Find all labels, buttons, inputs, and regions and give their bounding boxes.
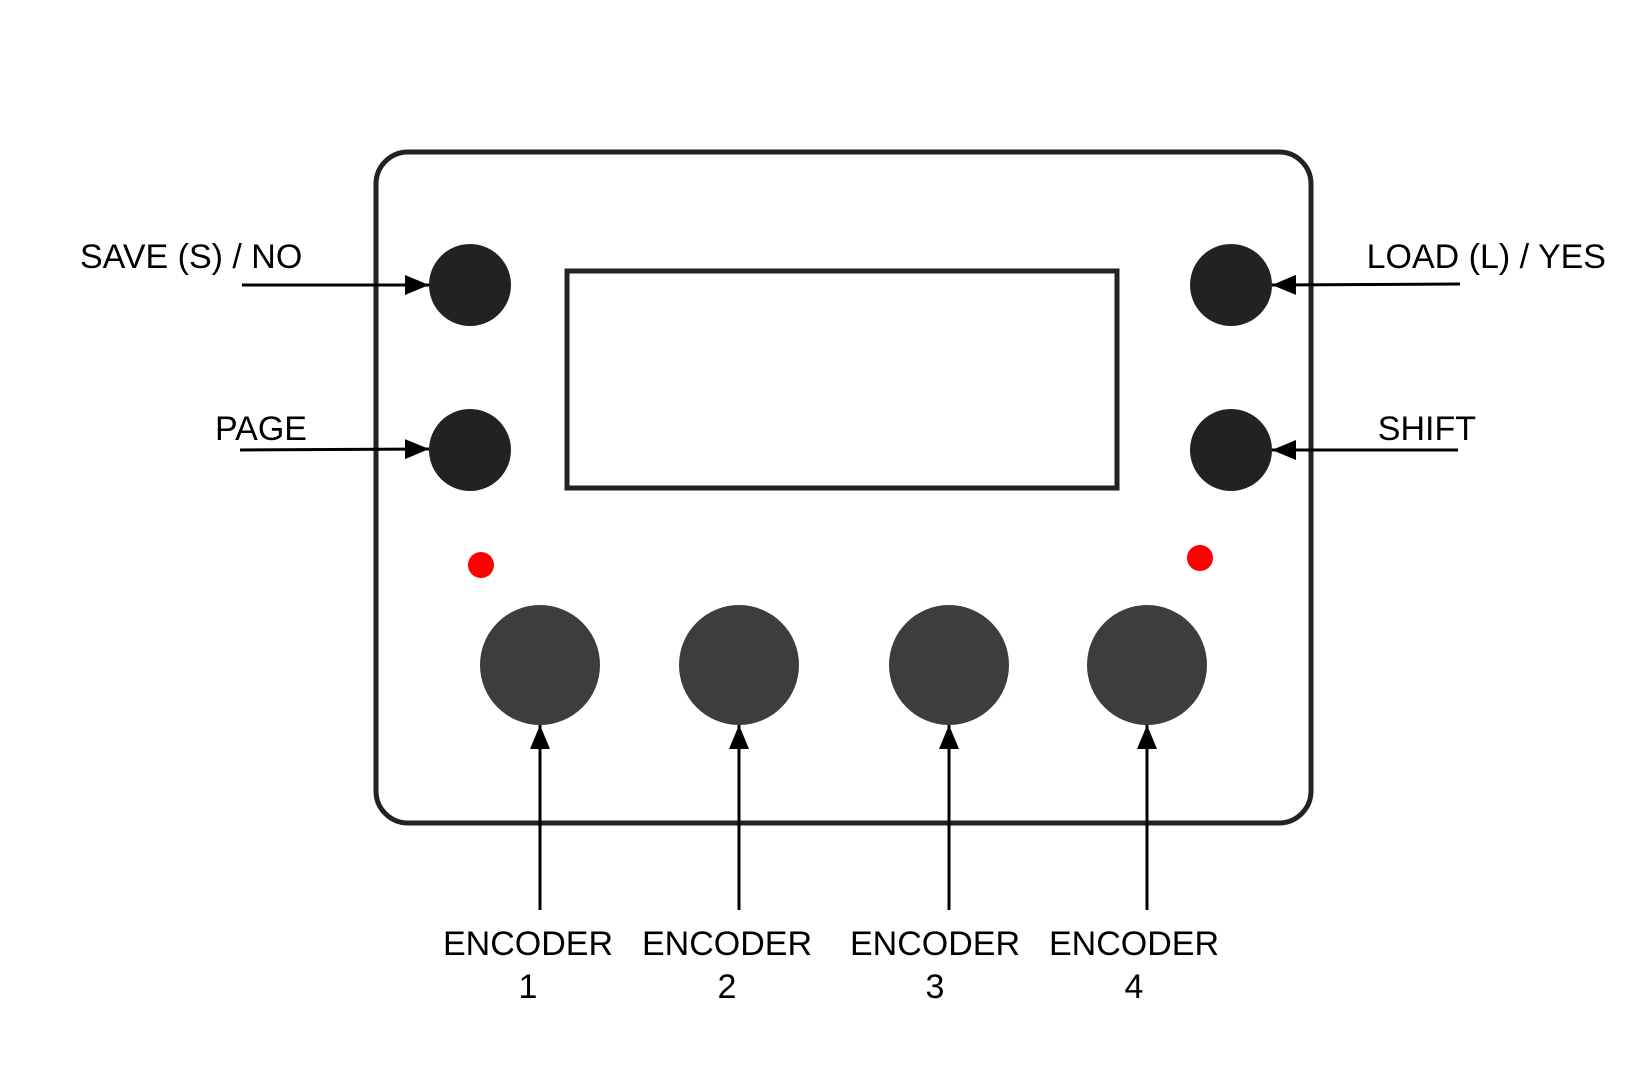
encoder-3-knob[interactable] — [889, 605, 1009, 725]
encoder-4-label: ENCODER — [1049, 925, 1219, 963]
load-arrow-icon — [1271, 274, 1461, 295]
encoder-1-knob[interactable] — [480, 605, 600, 725]
led-indicator-icon — [1187, 545, 1213, 571]
encoder-2-number: 2 — [718, 968, 737, 1006]
encoder-4-knob[interactable] — [1087, 605, 1207, 725]
encoder-3-label: ENCODER — [850, 925, 1020, 963]
shift-label: SHIFT — [1378, 410, 1476, 448]
page-button[interactable] — [429, 409, 511, 491]
shift-button[interactable] — [1190, 409, 1272, 491]
load-button[interactable] — [1190, 244, 1272, 326]
page-arrow-icon — [239, 439, 430, 460]
display-screen — [564, 268, 1120, 491]
page-label: PAGE — [215, 410, 307, 448]
encoder-2-knob[interactable] — [679, 605, 799, 725]
led-indicator-icon — [468, 552, 494, 578]
save-button[interactable] — [429, 244, 511, 326]
save-label: SAVE (S) / NO — [80, 238, 302, 276]
encoder-3-number: 3 — [926, 968, 945, 1006]
load-label: LOAD (L) / YES — [1367, 238, 1606, 276]
encoder-1-label: ENCODER — [443, 925, 613, 963]
encoder-1-number: 1 — [519, 968, 538, 1006]
encoder-4-number: 4 — [1125, 968, 1144, 1006]
encoder-2-label: ENCODER — [642, 925, 812, 963]
